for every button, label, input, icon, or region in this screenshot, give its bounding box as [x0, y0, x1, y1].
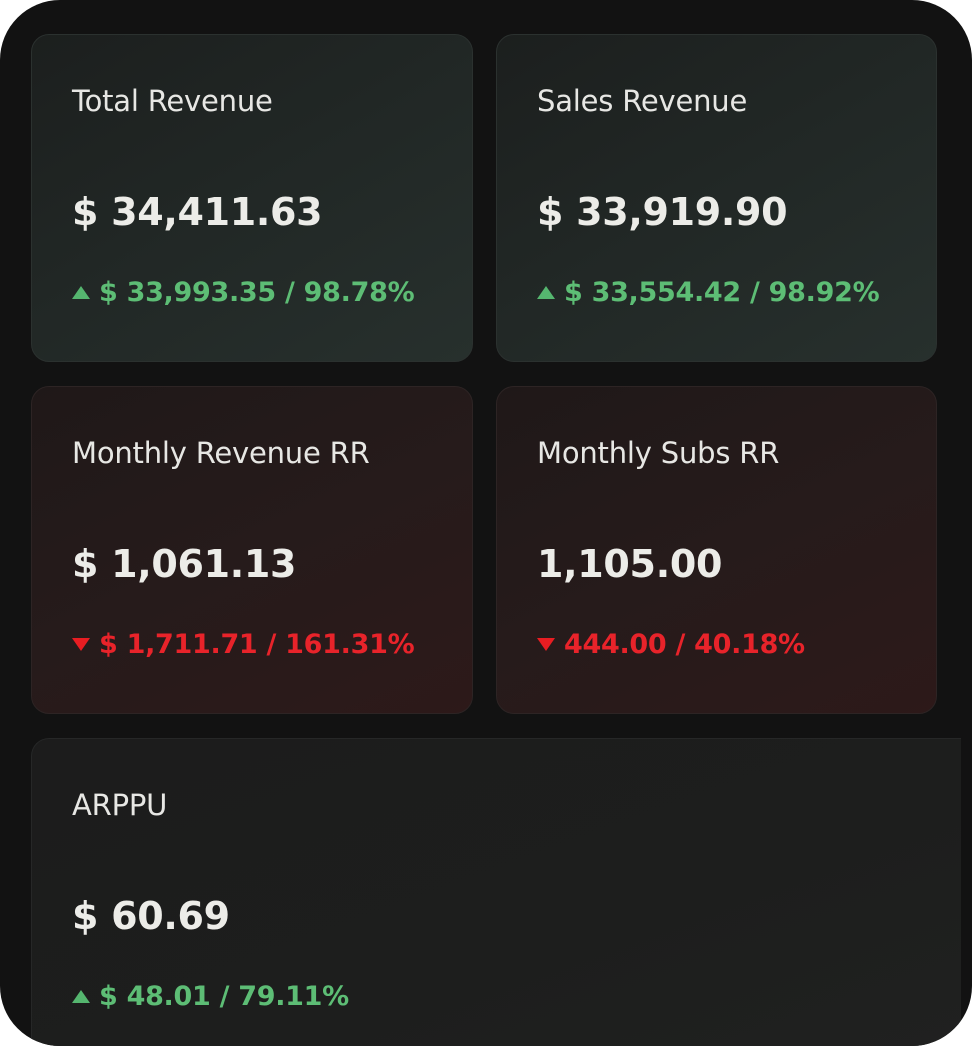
card-delta: 444.00 / 40.18%	[537, 629, 805, 660]
card-label: ARPPU	[72, 788, 168, 822]
card-value: $ 34,411.63	[72, 190, 323, 234]
triangle-up-icon	[537, 286, 555, 299]
card-value: $ 1,061.13	[72, 542, 297, 586]
card-value: 1,105.00	[537, 542, 723, 586]
arppu-card[interactable]: ARPPU $ 60.69 $ 48.01 / 79.11%	[31, 738, 961, 1046]
card-delta: $ 33,554.42 / 98.92%	[537, 277, 880, 308]
triangle-up-icon	[72, 286, 90, 299]
sales-revenue-card[interactable]: Sales Revenue $ 33,919.90 $ 33,554.42 / …	[496, 34, 937, 362]
card-delta-text: $ 1,711.71 / 161.31%	[99, 629, 415, 660]
card-label: Monthly Revenue RR	[72, 436, 370, 470]
card-delta: $ 48.01 / 79.11%	[72, 981, 349, 1012]
card-delta-text: $ 33,993.35 / 98.78%	[99, 277, 415, 308]
card-delta-text: 444.00 / 40.18%	[564, 629, 805, 660]
monthly-subs-rr-card[interactable]: Monthly Subs RR 1,105.00 444.00 / 40.18%	[496, 386, 937, 714]
card-value: $ 60.69	[72, 894, 230, 938]
card-label: Sales Revenue	[537, 84, 748, 118]
card-label: Total Revenue	[72, 84, 273, 118]
card-delta: $ 1,711.71 / 161.31%	[72, 629, 415, 660]
card-delta: $ 33,993.35 / 98.78%	[72, 277, 415, 308]
card-value: $ 33,919.90	[537, 190, 788, 234]
card-label: Monthly Subs RR	[537, 436, 780, 470]
triangle-down-icon	[537, 638, 555, 651]
triangle-up-icon	[72, 990, 90, 1003]
total-revenue-card[interactable]: Total Revenue $ 34,411.63 $ 33,993.35 / …	[31, 34, 473, 362]
card-delta-text: $ 33,554.42 / 98.92%	[564, 277, 880, 308]
monthly-revenue-rr-card[interactable]: Monthly Revenue RR $ 1,061.13 $ 1,711.71…	[31, 386, 473, 714]
card-delta-text: $ 48.01 / 79.11%	[99, 981, 349, 1012]
triangle-down-icon	[72, 638, 90, 651]
